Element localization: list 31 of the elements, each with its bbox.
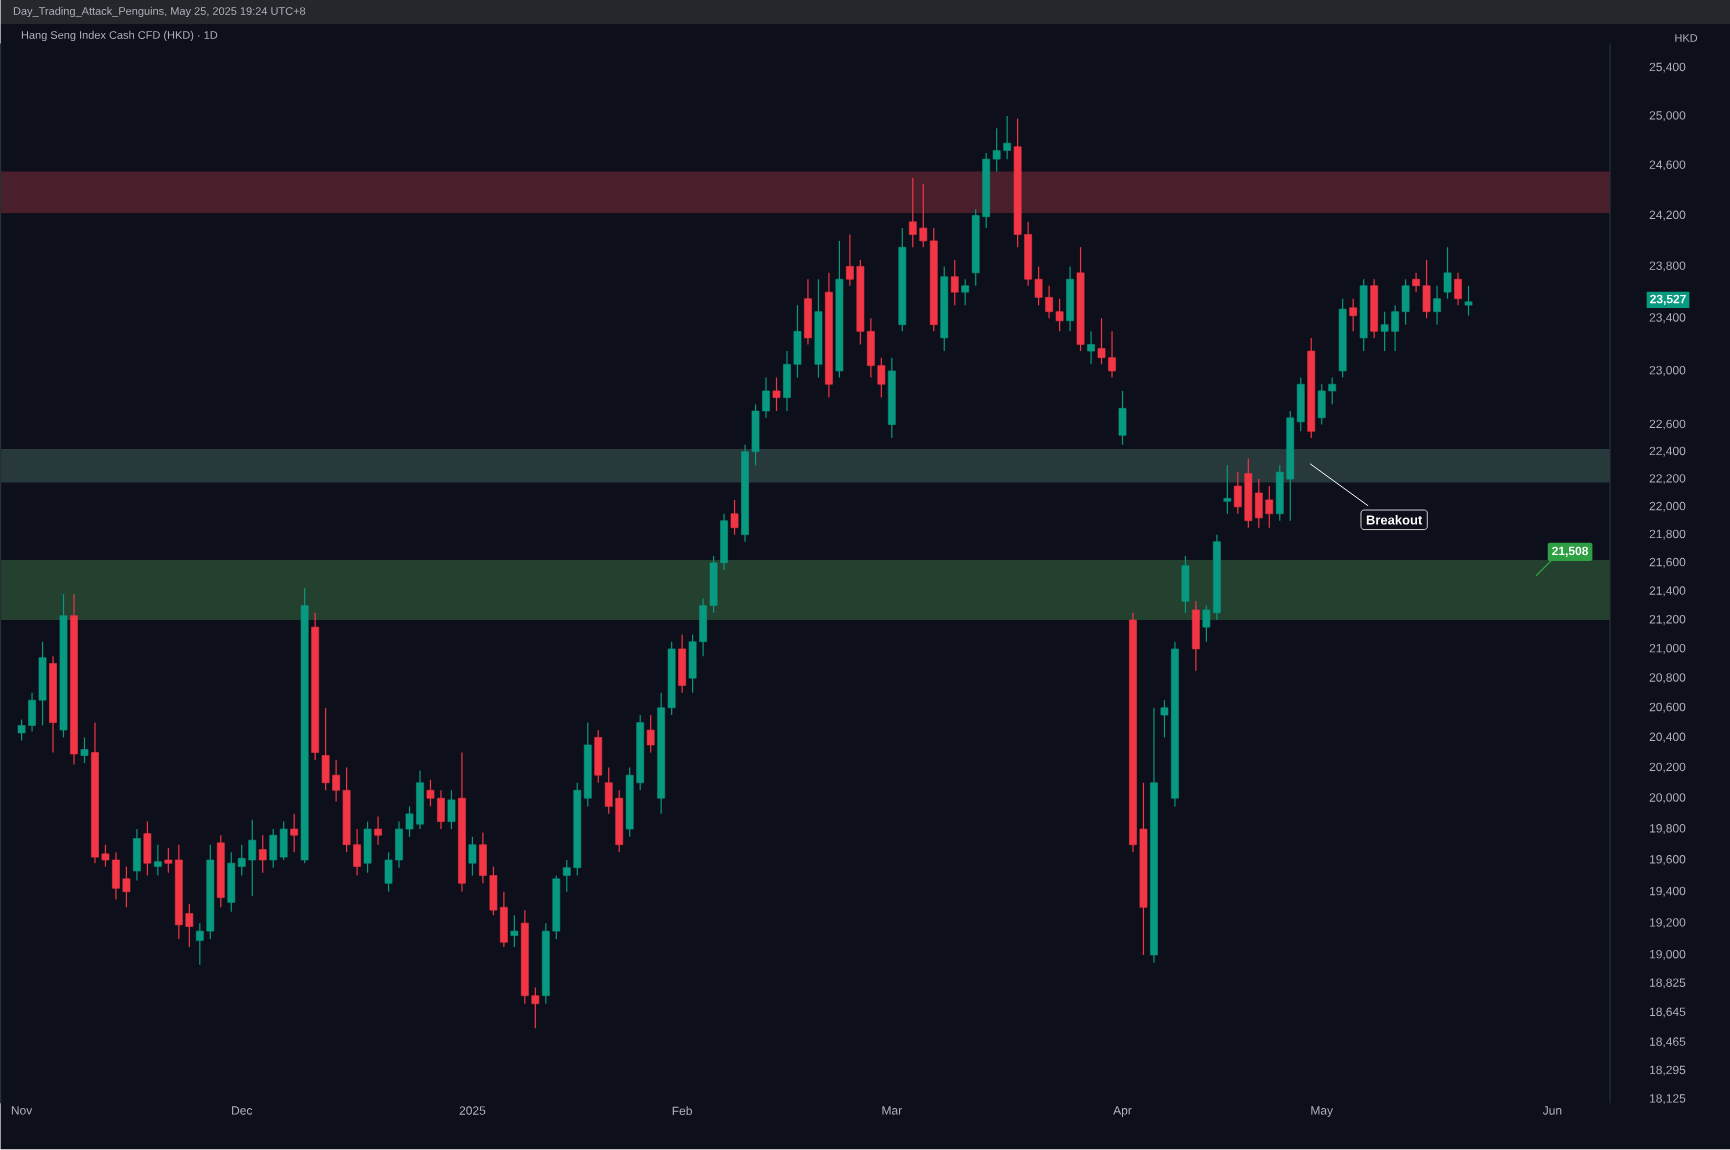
candlestick bbox=[258, 834, 267, 874]
candlestick bbox=[1181, 555, 1190, 614]
candlestick bbox=[1443, 246, 1452, 300]
candlestick bbox=[447, 789, 456, 830]
candlestick bbox=[1192, 600, 1200, 672]
candlestick bbox=[646, 714, 655, 754]
candlestick bbox=[950, 259, 959, 306]
candlestick bbox=[1464, 285, 1473, 317]
candlestick bbox=[1454, 272, 1462, 306]
candlestick bbox=[678, 634, 686, 694]
candlestick bbox=[80, 737, 89, 764]
candlestick bbox=[1066, 265, 1074, 333]
candlestick bbox=[1370, 278, 1379, 339]
candlestick bbox=[804, 278, 812, 346]
candlestick bbox=[468, 836, 477, 877]
candlestick bbox=[1349, 298, 1358, 333]
candlestick bbox=[1087, 330, 1095, 366]
candlestick bbox=[143, 821, 152, 877]
candlestick bbox=[363, 821, 372, 874]
candlestick bbox=[1118, 390, 1127, 446]
candlestick bbox=[594, 729, 603, 784]
candlestick bbox=[374, 816, 382, 846]
candlestick bbox=[730, 499, 739, 536]
candlestick bbox=[961, 278, 970, 306]
candlestick bbox=[154, 844, 162, 877]
candlestick bbox=[510, 914, 519, 948]
candlestick bbox=[772, 377, 781, 412]
candlestick bbox=[290, 813, 299, 854]
candlestick bbox=[133, 828, 141, 882]
candlestick bbox=[1433, 285, 1441, 326]
candlestick bbox=[1223, 464, 1232, 515]
